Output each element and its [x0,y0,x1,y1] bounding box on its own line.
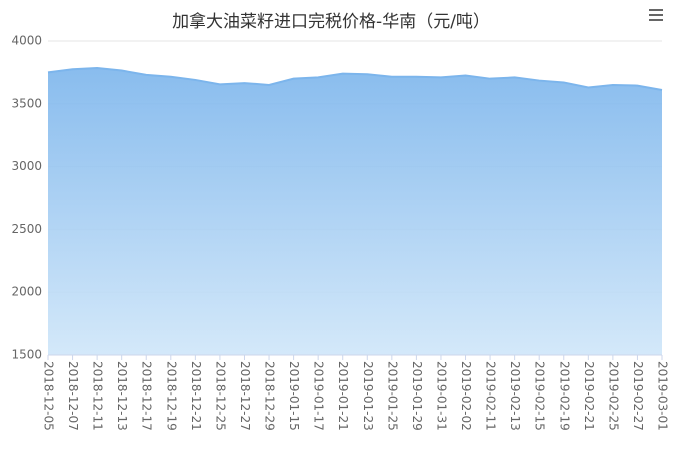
area-fill [48,68,662,355]
x-tick-label: 2018-12-13 [115,361,129,431]
x-tick-label: 2018-12-19 [164,361,178,431]
x-tick-label: 2019-02-27 [631,361,645,431]
y-tick-label: 4000 [11,34,42,48]
x-tick-label: 2019-03-01 [656,361,670,431]
x-tick-label: 2018-12-05 [42,361,56,431]
x-tick-label: 2019-01-15 [287,361,301,431]
x-tick-label: 2018-12-11 [91,361,105,431]
y-tick-label: 1500 [11,348,42,362]
y-tick-label: 3000 [11,159,42,173]
x-tick-label: 2018-12-07 [66,361,80,431]
menu-icon[interactable] [649,9,663,21]
x-tick-label: 2018-12-21 [189,361,203,431]
x-tick-label: 2019-02-25 [606,361,620,431]
x-tick-label: 2019-01-23 [361,361,375,431]
x-tick-label: 2019-01-29 [410,361,424,431]
x-tick-label: 2019-02-13 [508,361,522,431]
x-tick-label: 2019-01-21 [336,361,350,431]
y-tick-label: 3500 [11,96,42,110]
x-tick-label: 2019-01-17 [312,361,326,431]
x-tick-label: 2018-12-25 [213,361,227,431]
x-tick-label: 2019-02-19 [557,361,571,431]
chart-title: 加拿大油菜籽进口完税价格-华南（元/吨） [172,11,490,32]
x-tick-label: 2019-01-31 [434,361,448,431]
x-tick-label: 2019-02-11 [484,361,498,431]
x-tick-label: 2019-02-02 [459,361,473,431]
area-line [47,67,663,91]
x-tick-label: 2018-12-17 [140,361,154,431]
y-tick-label: 2500 [11,222,42,236]
x-tick-label: 2019-01-25 [385,361,399,431]
y-tick-label: 2000 [11,285,42,299]
x-tick-label: 2018-12-27 [238,361,252,431]
x-tick-label: 2019-02-15 [533,361,547,431]
x-tick-label: 2018-12-29 [263,361,277,431]
x-tick-label: 2019-02-21 [582,361,596,431]
